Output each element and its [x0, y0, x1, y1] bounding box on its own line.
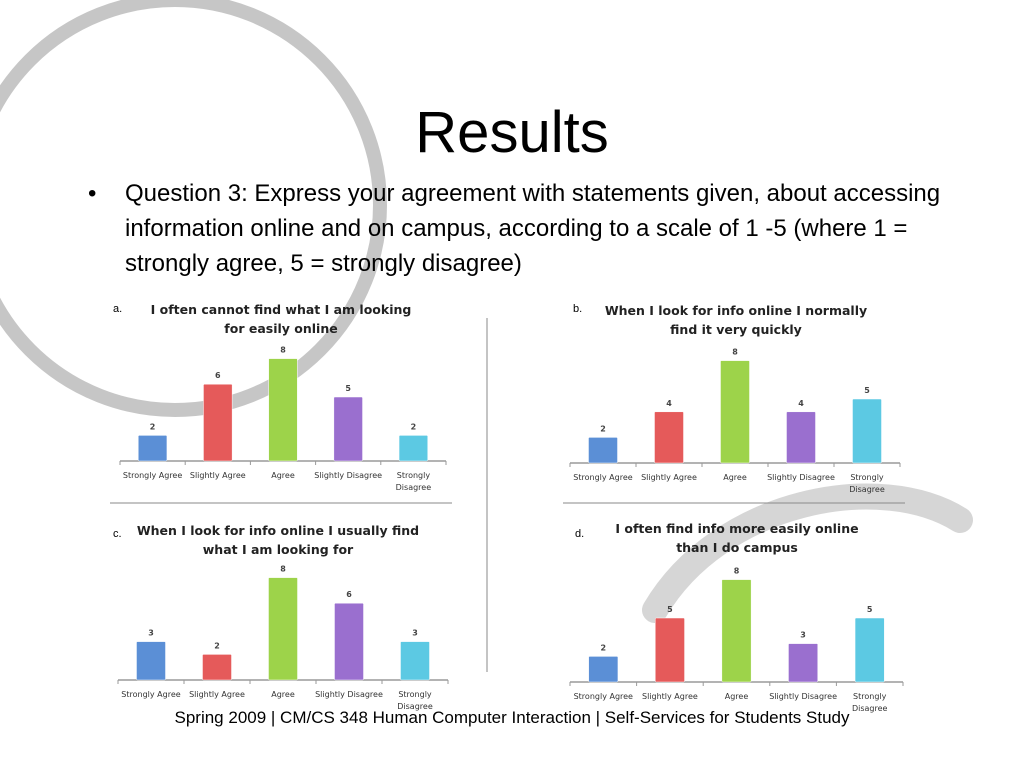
category-tick-label: Slightly Agree — [190, 471, 246, 480]
chart-title-line: for easily online — [224, 321, 337, 336]
bar — [720, 360, 750, 464]
category-tick-label: Strongly Agree — [574, 692, 633, 701]
category-tick-label: Slightly Disagree — [315, 690, 383, 699]
chart-title-line: I often cannot find what I am looking — [151, 302, 412, 317]
bar — [268, 577, 298, 681]
category-tick-label: Disagree — [397, 702, 433, 711]
category-tick-label: Slightly Agree — [189, 690, 245, 699]
bar-value-label: 5 — [864, 386, 870, 395]
bar-value-label: 2 — [601, 643, 607, 652]
slide-title: Results — [415, 100, 609, 165]
bar — [654, 617, 685, 683]
decorative-circle-left — [0, 0, 387, 417]
bar-value-label: 3 — [412, 629, 418, 638]
chart-letter: c. — [113, 528, 122, 540]
category-tick-label: Strongly — [853, 692, 887, 701]
bar-value-label: 4 — [798, 399, 804, 408]
chart-title-line: I often find info more easily online — [615, 521, 858, 536]
bar — [398, 435, 428, 462]
slide-footer: Spring 2009 | CM/CS 348 Human Computer I… — [174, 708, 850, 727]
category-tick-label: Strongly — [397, 471, 431, 480]
bullet-dot: • — [88, 180, 97, 207]
bar — [334, 602, 364, 681]
bar-value-label: 2 — [411, 422, 417, 431]
bar — [854, 617, 885, 683]
bullet-text: Question 3: Express your agreement with … — [125, 180, 941, 277]
bar-value-label: 5 — [867, 605, 873, 614]
bar — [588, 656, 619, 683]
bar — [203, 383, 233, 462]
bar-value-label: 8 — [280, 565, 286, 574]
chart-title-line: When I look for info online I normally — [605, 303, 867, 318]
bar-value-label: 2 — [600, 424, 606, 433]
bar-value-label: 8 — [734, 567, 740, 576]
bar — [138, 435, 168, 462]
category-tick-label: Agree — [725, 692, 749, 701]
category-tick-label: Slightly Agree — [641, 473, 697, 482]
category-tick-label: Agree — [271, 471, 295, 480]
category-tick-label: Strongly — [850, 473, 884, 482]
bar-value-label: 2 — [214, 641, 220, 650]
category-tick-label: Disagree — [849, 485, 885, 494]
chart-letter: b. — [573, 303, 582, 315]
category-tick-label: Agree — [723, 473, 747, 482]
bar-value-label: 5 — [345, 384, 351, 393]
bar — [852, 398, 882, 464]
bar-value-label: 2 — [150, 422, 156, 431]
category-tick-label: Disagree — [396, 483, 432, 492]
category-tick-label: Strongly Agree — [573, 473, 632, 482]
bar-value-label: 6 — [215, 371, 221, 380]
bar — [333, 396, 363, 462]
category-tick-label: Strongly Agree — [121, 690, 180, 699]
bar — [788, 643, 819, 683]
bar — [202, 654, 232, 681]
bar-value-label: 3 — [148, 629, 154, 638]
chart-letter: d. — [575, 528, 584, 540]
bar — [786, 411, 816, 464]
bar-value-label: 5 — [667, 605, 673, 614]
chart-letter: a. — [113, 303, 122, 315]
bar — [136, 641, 166, 681]
category-tick-label: Disagree — [852, 704, 888, 713]
bar-value-label: 3 — [800, 631, 806, 640]
bar — [268, 358, 298, 462]
bar-value-label: 8 — [732, 348, 738, 357]
category-tick-label: Slightly Agree — [642, 692, 698, 701]
bar — [654, 411, 684, 464]
category-tick-label: Agree — [271, 690, 295, 699]
chart-title-line: find it very quickly — [670, 322, 802, 337]
category-tick-label: Slightly Disagree — [767, 473, 835, 482]
bar — [721, 579, 752, 683]
chart-title-line: than I do campus — [676, 540, 798, 555]
bar — [588, 437, 618, 464]
chart-title-line: When I look for info online I usually fi… — [137, 523, 419, 538]
category-tick-label: Strongly Agree — [123, 471, 182, 480]
bar — [400, 641, 430, 681]
chart-title-line: what I am looking for — [203, 542, 354, 557]
bar-value-label: 4 — [666, 399, 672, 408]
category-tick-label: Strongly — [398, 690, 432, 699]
category-tick-label: Slightly Disagree — [314, 471, 382, 480]
decorative-arc-right — [642, 483, 973, 623]
category-tick-label: Slightly Disagree — [769, 692, 837, 701]
bar-value-label: 8 — [280, 346, 286, 355]
bar-value-label: 6 — [346, 590, 352, 599]
